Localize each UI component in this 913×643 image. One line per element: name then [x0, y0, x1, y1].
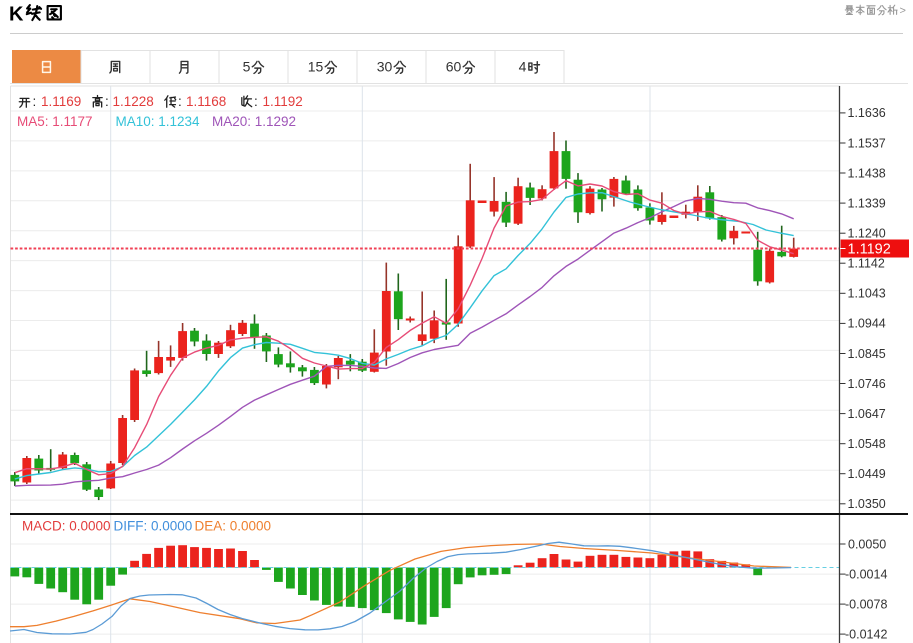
svg-text:-0.0142: -0.0142: [845, 627, 887, 641]
svg-text:-0.0078: -0.0078: [845, 597, 887, 611]
svg-text:MA10: 1.1234: MA10: 1.1234: [116, 114, 201, 129]
svg-text::: :: [33, 94, 37, 109]
svg-text:1.0449: 1.0449: [848, 467, 886, 481]
svg-text::: :: [178, 94, 182, 109]
svg-text:1.0350: 1.0350: [848, 497, 886, 511]
svg-text:1.1339: 1.1339: [848, 196, 886, 210]
svg-text:-0.0014: -0.0014: [845, 567, 887, 581]
svg-text:>: >: [900, 5, 906, 17]
svg-text:DEA: 0.0000: DEA: 0.0000: [195, 519, 272, 534]
svg-text:1.1168: 1.1168: [186, 94, 226, 109]
svg-text:1.1228: 1.1228: [113, 94, 154, 109]
svg-text:1.1169: 1.1169: [41, 94, 81, 109]
svg-text:1.0845: 1.0845: [848, 347, 886, 361]
svg-text:MACD: 0.0000: MACD: 0.0000: [22, 519, 111, 534]
svg-text:4: 4: [519, 59, 527, 75]
svg-text:1.0647: 1.0647: [848, 407, 886, 421]
svg-text:1.0944: 1.0944: [848, 317, 886, 331]
svg-text:DIFF: 0.0000: DIFF: 0.0000: [114, 519, 193, 534]
svg-text:MA20: 1.1292: MA20: 1.1292: [212, 114, 296, 129]
svg-text:1.1192: 1.1192: [848, 242, 891, 258]
svg-text:1.1636: 1.1636: [848, 106, 886, 120]
svg-text:MA5: 1.1177: MA5: 1.1177: [17, 114, 93, 129]
svg-text:K: K: [9, 4, 24, 26]
svg-text:1.1043: 1.1043: [848, 287, 886, 301]
svg-text:1.0746: 1.0746: [848, 377, 886, 391]
svg-text:30: 30: [377, 59, 393, 75]
svg-text:1.1537: 1.1537: [848, 136, 886, 150]
svg-text::: :: [254, 94, 258, 109]
svg-text:0.0050: 0.0050: [848, 537, 886, 551]
svg-text:1.1192: 1.1192: [263, 94, 303, 109]
svg-text:1.1142: 1.1142: [848, 257, 885, 271]
svg-text:1.0548: 1.0548: [848, 437, 886, 451]
svg-text:5: 5: [243, 59, 251, 75]
svg-text:60: 60: [446, 59, 462, 75]
svg-text::: :: [105, 94, 109, 109]
svg-text:1.1438: 1.1438: [848, 166, 886, 180]
svg-text:15: 15: [308, 59, 324, 75]
svg-text:1.1240: 1.1240: [848, 227, 886, 241]
